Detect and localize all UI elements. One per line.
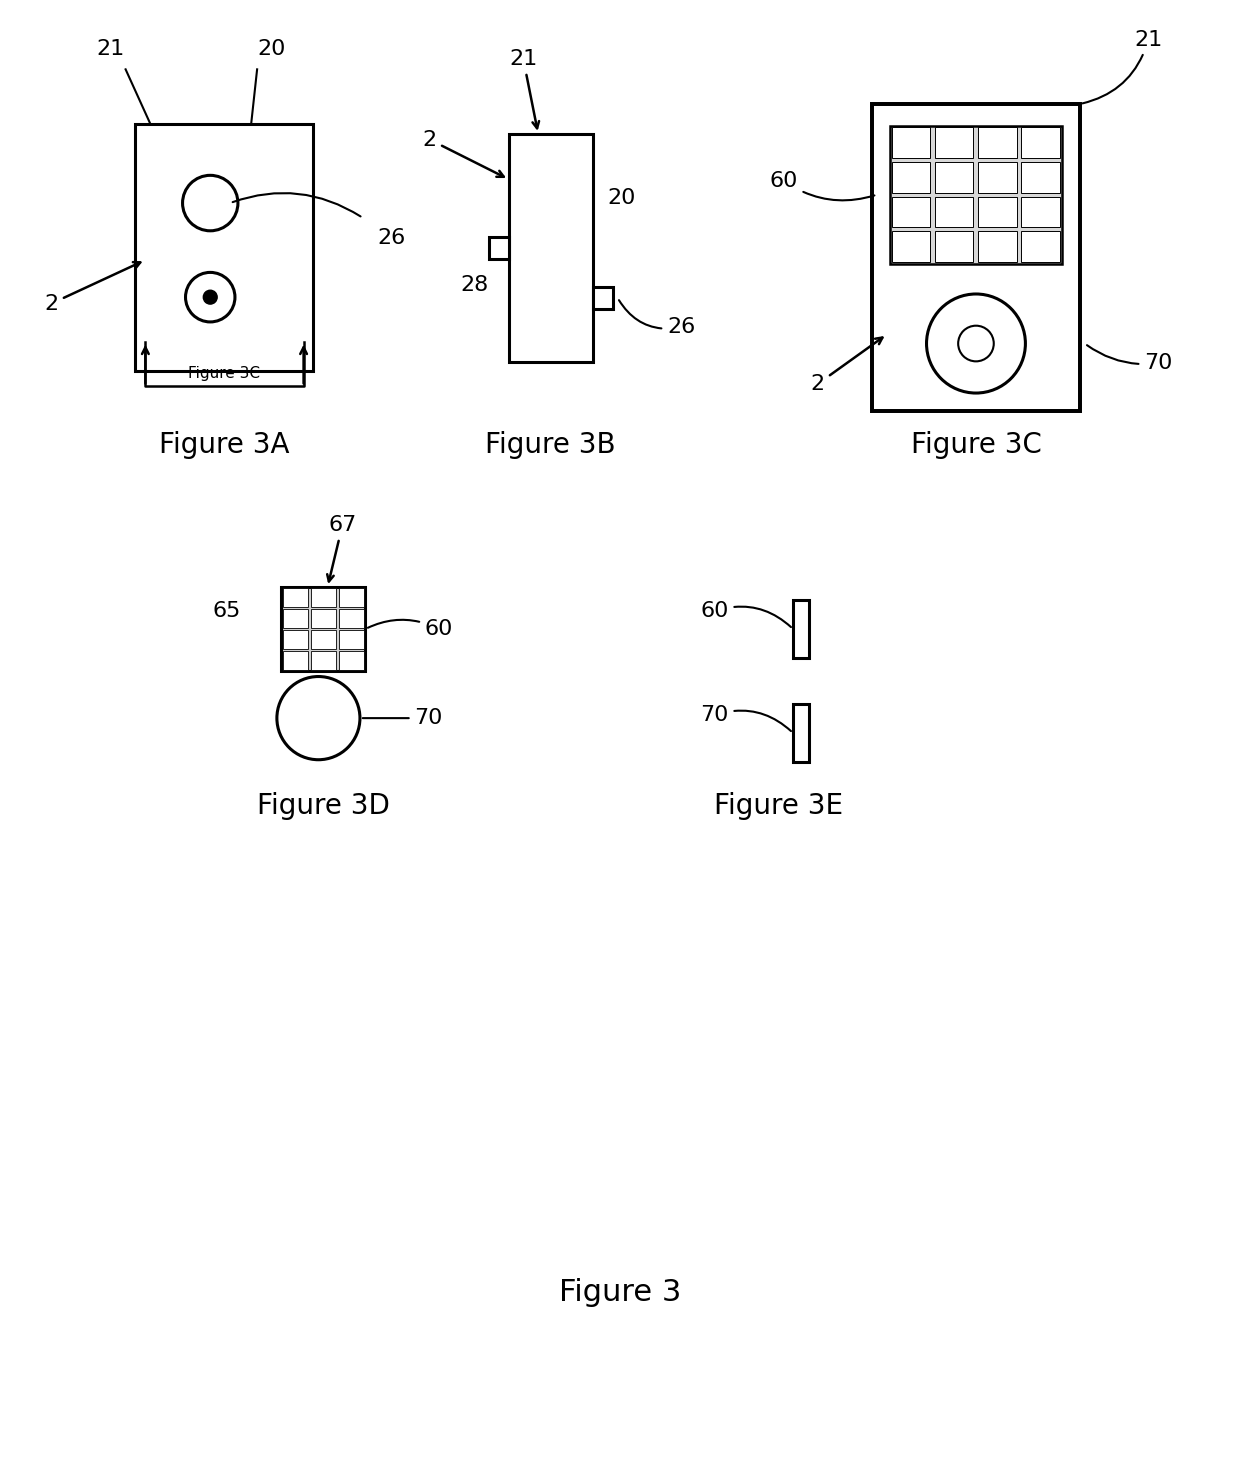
Text: 2: 2: [811, 338, 883, 394]
Bar: [281, 587, 366, 672]
Bar: [890, 126, 1061, 263]
Bar: [340, 609, 363, 628]
Text: 2: 2: [45, 262, 140, 313]
Text: Figure 3C: Figure 3C: [910, 432, 1042, 459]
Bar: [283, 631, 308, 650]
Text: Figure 3B: Figure 3B: [486, 432, 616, 459]
Bar: [283, 588, 308, 607]
Text: Figure 3D: Figure 3D: [257, 793, 389, 821]
Circle shape: [203, 290, 217, 304]
Bar: [311, 609, 336, 628]
Bar: [893, 127, 930, 158]
Bar: [794, 704, 808, 762]
Text: 70: 70: [363, 708, 443, 729]
Text: 26: 26: [378, 228, 405, 247]
Text: 70: 70: [701, 705, 791, 732]
Text: 20: 20: [608, 187, 636, 208]
Bar: [978, 231, 1017, 262]
Bar: [935, 162, 973, 193]
Bar: [978, 196, 1017, 227]
Bar: [508, 133, 593, 361]
Bar: [340, 588, 363, 607]
Bar: [1022, 127, 1059, 158]
Text: 20: 20: [258, 40, 286, 60]
Bar: [872, 104, 1080, 411]
Text: 60: 60: [701, 601, 791, 628]
Text: Figure 3: Figure 3: [559, 1277, 681, 1306]
Bar: [893, 231, 930, 262]
Text: Figure 3A: Figure 3A: [159, 432, 290, 459]
Text: 26: 26: [619, 300, 696, 338]
Bar: [311, 588, 336, 607]
Bar: [340, 651, 363, 670]
Text: Figure 3E: Figure 3E: [714, 793, 843, 821]
Bar: [340, 631, 363, 650]
Text: 21: 21: [510, 50, 539, 129]
Bar: [893, 162, 930, 193]
Bar: [978, 127, 1017, 158]
Text: 28: 28: [460, 275, 489, 296]
Bar: [489, 237, 508, 259]
Bar: [893, 196, 930, 227]
Text: 60: 60: [770, 171, 874, 200]
Text: 2: 2: [423, 130, 503, 177]
Text: 67: 67: [327, 515, 357, 581]
Text: 65: 65: [213, 601, 241, 622]
Bar: [283, 609, 308, 628]
Bar: [593, 287, 613, 309]
Text: 60: 60: [368, 619, 453, 639]
Text: 21: 21: [1083, 29, 1162, 104]
Bar: [311, 631, 336, 650]
Text: 70: 70: [1087, 345, 1173, 373]
Text: Figure 3C: Figure 3C: [188, 366, 260, 382]
Bar: [1022, 231, 1059, 262]
Bar: [935, 231, 973, 262]
Bar: [935, 196, 973, 227]
Bar: [1022, 196, 1059, 227]
Bar: [794, 600, 808, 658]
Bar: [935, 127, 973, 158]
Bar: [978, 162, 1017, 193]
Bar: [311, 651, 336, 670]
Bar: [135, 124, 314, 372]
Bar: [283, 651, 308, 670]
Text: 21: 21: [97, 40, 125, 60]
Bar: [1022, 162, 1059, 193]
